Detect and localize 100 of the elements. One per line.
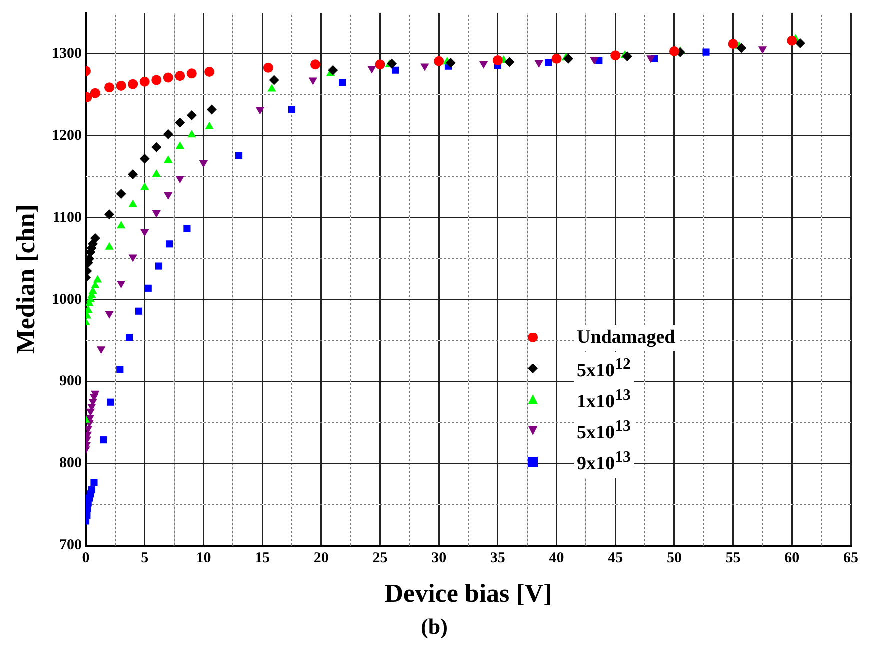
point	[434, 56, 444, 66]
point	[166, 240, 174, 248]
y-tick-label: 700	[60, 538, 82, 554]
point	[787, 36, 798, 46]
point	[308, 78, 318, 86]
legend-label: 9x10$^{13}$	[574, 445, 634, 478]
point	[610, 50, 621, 61]
point	[128, 79, 138, 90]
point	[204, 67, 215, 78]
point	[140, 182, 150, 190]
point	[100, 436, 108, 444]
point	[88, 486, 96, 494]
point	[795, 38, 806, 48]
point	[534, 60, 544, 68]
point	[164, 156, 173, 164]
point	[590, 57, 599, 65]
point	[93, 275, 102, 283]
point	[176, 176, 184, 184]
point	[199, 160, 208, 168]
point	[152, 210, 161, 218]
x-tick-label: 50	[666, 550, 682, 567]
point	[328, 65, 338, 76]
x-tick-label: 60	[784, 550, 800, 567]
point	[116, 281, 126, 288]
x-axis-title: Device bias [V]	[384, 579, 552, 608]
point	[504, 57, 515, 68]
x-tick-label: 40	[549, 550, 564, 567]
point	[669, 46, 680, 57]
point	[116, 189, 126, 200]
point	[310, 60, 320, 70]
point	[186, 110, 197, 120]
point	[235, 152, 243, 160]
point	[552, 54, 562, 64]
point	[446, 58, 456, 68]
text: (b)	[420, 614, 449, 640]
point	[387, 58, 397, 69]
point	[96, 346, 106, 354]
x-tick-label: 0	[82, 550, 90, 567]
y-axis-title: Median [chn]	[11, 204, 40, 354]
point	[128, 254, 138, 262]
y-tick-label: 800	[60, 456, 82, 472]
point	[186, 68, 197, 79]
point	[140, 229, 150, 237]
point	[163, 72, 174, 83]
x-tick-label: 10	[196, 550, 212, 567]
point	[256, 107, 265, 115]
point	[104, 210, 115, 220]
x-tick-label: 45	[608, 550, 624, 567]
point	[479, 61, 488, 69]
point	[206, 104, 217, 115]
point	[90, 88, 100, 98]
point	[144, 284, 152, 292]
legend-label: Undamaged	[574, 324, 678, 351]
legend-label: 5x10$^{12}$	[574, 352, 634, 385]
point	[564, 54, 574, 64]
legend-label: 5x10$^{13}$	[574, 414, 634, 447]
point	[420, 64, 430, 72]
point	[339, 79, 346, 86]
point	[268, 84, 276, 92]
point	[155, 262, 163, 270]
point	[375, 60, 386, 70]
x-tick-label: 20	[314, 550, 329, 567]
point	[107, 398, 114, 406]
point	[188, 130, 196, 138]
point	[205, 122, 214, 130]
point	[104, 82, 115, 93]
point	[90, 233, 100, 244]
x-tick-label: 30	[432, 550, 447, 567]
y-tick-label: 1200	[52, 128, 82, 144]
point	[184, 225, 191, 232]
x-tick-label: 55	[726, 550, 741, 567]
x-tick-label: 35	[490, 550, 506, 567]
point	[622, 51, 632, 62]
point	[116, 366, 124, 374]
point	[90, 479, 98, 486]
y-tick-label: 1300	[52, 46, 82, 62]
legend-label: 1x10$^{13}$	[574, 383, 634, 416]
y-tick-label: 1000	[52, 292, 82, 308]
point	[126, 334, 134, 342]
x-tick-label: 15	[255, 550, 270, 567]
point	[368, 66, 376, 74]
y-tick-label: 900	[60, 374, 82, 390]
x-tick-label: 5	[141, 550, 149, 567]
point	[702, 48, 710, 56]
x-tick-label: 25	[372, 550, 388, 567]
point	[728, 39, 738, 50]
point	[116, 221, 126, 229]
point	[288, 106, 296, 114]
point	[140, 76, 150, 87]
x-tick-label: 65	[844, 550, 858, 567]
point	[392, 66, 400, 74]
point	[128, 200, 138, 208]
point	[135, 308, 142, 315]
point	[544, 59, 552, 67]
point	[163, 129, 174, 140]
point	[164, 192, 173, 200]
point	[175, 71, 186, 82]
point	[176, 142, 184, 150]
point	[105, 311, 114, 319]
point	[263, 62, 274, 73]
